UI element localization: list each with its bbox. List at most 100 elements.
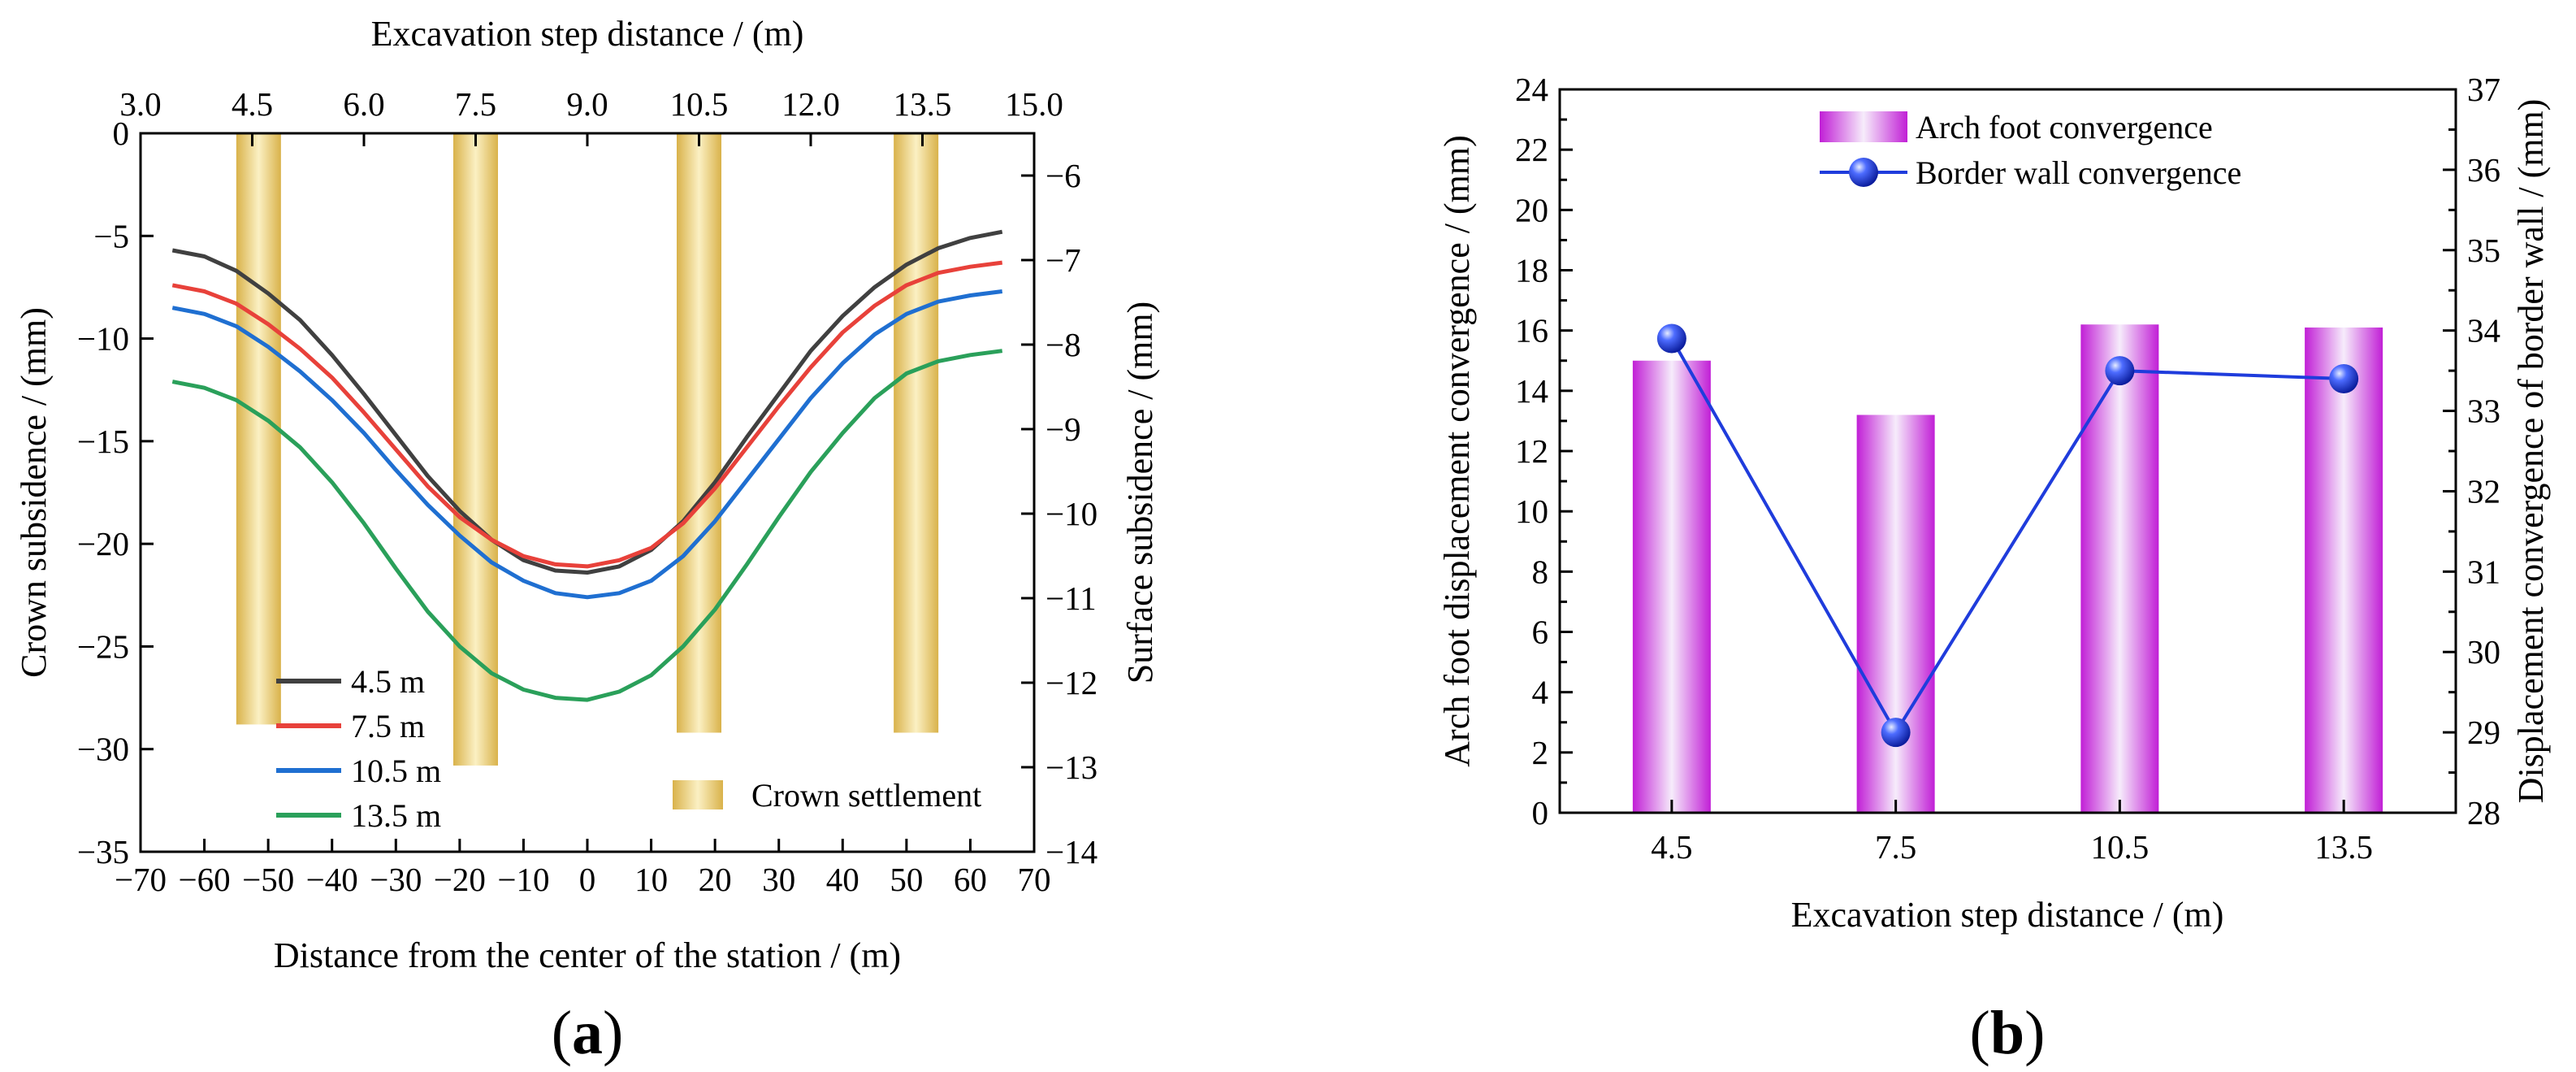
x2-tick-label: 4.5 (232, 85, 273, 123)
x-tick-label: 10 (634, 861, 668, 898)
y-tick-label: −10 (77, 320, 129, 358)
x-tick-label: 13.5 (2314, 828, 2373, 866)
y-tick-label: −35 (77, 833, 129, 870)
point-border-wall-7-5 (1881, 718, 1911, 748)
x2-tick-label: 15.0 (1005, 85, 1063, 123)
x-tick-label: 60 (954, 861, 987, 898)
legend-label-13-5m: 13.5 m (351, 797, 441, 834)
point-border-wall-10-5 (2105, 356, 2135, 386)
y2-tick-label: −12 (1046, 664, 1098, 701)
y-tick-label: −15 (77, 423, 129, 460)
panel-a-bars (236, 134, 939, 766)
legend-label-7-5m: 7.5 m (351, 708, 425, 744)
panel-b-bars (1632, 324, 2383, 813)
panel-a-ticks: −70 −60 −50 −40 −30 −20 −10 0 10 20 30 40 50 60 70 0 −5 −… (77, 85, 1098, 898)
x-tick-label: −20 (434, 861, 486, 898)
panel-b-legend: Arch foot convergence Border wall conver… (1820, 109, 2241, 191)
y2-tick-label: −11 (1046, 579, 1097, 617)
bar-arch-foot-4-5 (1632, 360, 1711, 813)
y-tick-label: 0 (113, 115, 130, 152)
legend-swatch-crown-settlement (673, 780, 723, 809)
y2-tick-label: 37 (2467, 71, 2500, 108)
panel-b-line (1656, 323, 2359, 748)
y-tick-label: 8 (1532, 553, 1549, 590)
y2-tick-label: −14 (1046, 833, 1098, 870)
series-line-7-5-m (171, 260, 1003, 569)
panel-a: −70 −60 −50 −40 −30 −20 −10 0 10 20 30 40 50 60 70 0 −5 −… (14, 14, 1160, 1067)
panel-a-label: (a) (552, 999, 624, 1067)
panel-a-lines (171, 229, 1003, 702)
series-line-4-5-m (171, 229, 1003, 575)
panel-a-y-label: Crown subsidence / (mm) (14, 307, 54, 678)
bar-arch-foot-10-5 (2080, 324, 2159, 813)
y-tick-label: 20 (1515, 191, 1548, 228)
y2-tick-label: 29 (2467, 714, 2500, 751)
y2-tick-label: 34 (2467, 312, 2500, 349)
y-tick-label: 2 (1532, 734, 1549, 771)
y2-tick-label: −6 (1046, 157, 1081, 194)
x2-tick-label: 3.0 (119, 85, 161, 123)
x-tick-label: 20 (699, 861, 732, 898)
y2-tick-label: −9 (1046, 410, 1081, 448)
x-tick-label: 7.5 (1875, 828, 1916, 866)
y-tick-label: −30 (77, 731, 129, 768)
crown-settlement-bar (236, 134, 281, 725)
y2-tick-label: 36 (2467, 151, 2500, 189)
x-tick-label: 70 (1018, 861, 1051, 898)
bar-arch-foot-13-5 (2305, 327, 2383, 813)
y-tick-label: −5 (93, 217, 129, 254)
crown-settlement-bar (894, 134, 939, 733)
x-tick-label: 50 (890, 861, 923, 898)
y-tick-label: 0 (1532, 794, 1549, 831)
y-tick-label: −25 (77, 627, 129, 665)
point-border-wall-13-5 (2329, 364, 2359, 393)
point-border-wall-4-5 (1656, 323, 1686, 354)
panel-a-y2-label: Surface subsidence / (mm) (1120, 302, 1160, 684)
y2-tick-label: −10 (1046, 495, 1098, 532)
y-tick-label: 24 (1515, 71, 1548, 108)
panel-b-label: (b) (1970, 999, 2046, 1067)
x-tick-label: −50 (242, 861, 294, 898)
panel-b-ticks: 4.5 7.5 10.5 13.502468101214161820222428293… (1515, 71, 2500, 866)
legend-swatch-border-wall-marker (1849, 158, 1878, 187)
series-line-10-5-m (171, 289, 1003, 600)
y2-tick-label: 30 (2467, 633, 2500, 671)
y2-tick-label: 32 (2467, 472, 2500, 510)
x2-tick-label: 10.5 (670, 85, 729, 123)
x-tick-label: −10 (497, 861, 549, 898)
y-tick-label: 10 (1515, 493, 1548, 530)
panel-b-y2-label: Displacement convergence of border wall … (2511, 99, 2551, 804)
bar-arch-foot-7-5 (1856, 414, 1935, 813)
legend-label-4-5m: 4.5 m (351, 663, 425, 700)
x-tick-label: −40 (306, 861, 358, 898)
x2-tick-label: 6.0 (343, 85, 384, 123)
panel-b-y-label: Arch foot displacement convergence / (mm… (1437, 135, 1477, 766)
y-tick-label: 4 (1532, 674, 1549, 711)
panel-a-x2-label: Excavation step distance / (m) (371, 14, 804, 54)
y2-tick-label: 31 (2467, 553, 2500, 590)
legend-label-crown-settlement: Crown settlement (751, 777, 981, 814)
x-tick-label: 10.5 (2091, 828, 2150, 866)
y2-tick-label: −8 (1046, 326, 1081, 363)
y2-tick-label: 28 (2467, 794, 2500, 831)
x2-tick-label: 12.0 (781, 85, 840, 123)
x-tick-label: −30 (370, 861, 422, 898)
legend-label-border-wall: Border wall convergence (1916, 154, 2241, 191)
x-tick-label: 4.5 (1651, 828, 1692, 866)
panel-b-x-label: Excavation step distance / (m) (1791, 895, 2224, 935)
legend-swatch-arch-foot (1820, 111, 1907, 142)
y-tick-label: 18 (1515, 252, 1548, 289)
y2-tick-label: −7 (1046, 241, 1081, 279)
x2-tick-label: 7.5 (455, 85, 496, 123)
x-tick-label: 30 (762, 861, 795, 898)
y-tick-label: 16 (1515, 312, 1548, 349)
y2-tick-label: −13 (1046, 749, 1098, 786)
y-tick-label: 6 (1532, 614, 1549, 651)
series-line-13-5-m (171, 349, 1003, 702)
crown-settlement-bar (677, 134, 721, 733)
y-tick-label: −20 (77, 525, 129, 562)
x2-tick-label: 9.0 (566, 85, 608, 123)
panel-a-legend: 4.5 m 7.5 m 10.5 m 13.5 m Crown settleme… (276, 663, 981, 834)
series-line-border-wall (1670, 337, 2344, 736)
